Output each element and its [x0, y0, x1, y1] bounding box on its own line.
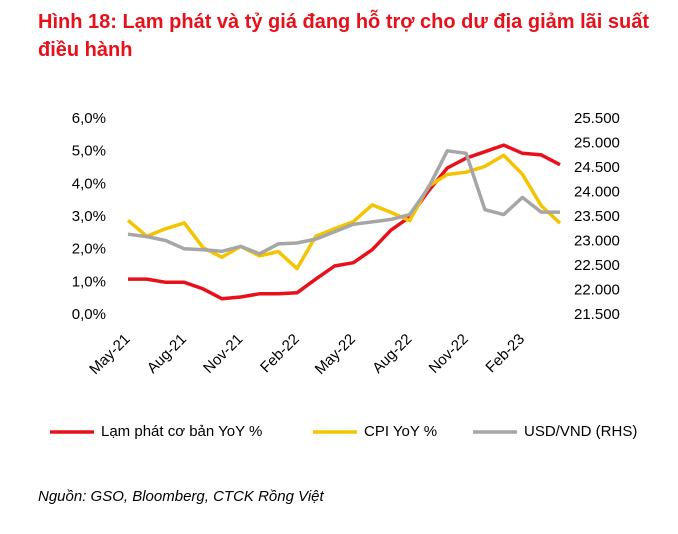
x-tick-label: Aug-22: [369, 331, 415, 377]
series-line: [128, 143, 561, 301]
x-tick-label: Aug-21: [144, 331, 190, 377]
y2-tick-label: 23.500: [574, 208, 620, 225]
x-tick-label: May-21: [86, 331, 133, 378]
chart: 0,0% 1,0% 2,0% 3,0% 4,0% 5,0% 6,0% 21.500 22.000…: [50, 110, 637, 440]
x-tick-label: Feb-23: [482, 331, 528, 377]
series-line: [127, 149, 560, 256]
source-note: Nguồn: GSO, Bloomberg, CTCK Rồng Việt: [38, 488, 324, 505]
y2-tick-label: 25.500: [574, 110, 620, 127]
y-tick-label: 4,0%: [72, 175, 106, 192]
x-tick-label: Nov-21: [200, 331, 246, 377]
chart-title: Hình 18: Lạm phát và tỷ giá đang hỗ trợ …: [38, 11, 650, 61]
x-tick-label: Feb-22: [257, 331, 303, 377]
legend-label: Lạm phát cơ bản YoY %: [101, 423, 262, 440]
x-tick-label: Nov-22: [426, 331, 472, 377]
y2-tick-label: 22.000: [574, 281, 620, 298]
y-tick-label: 0,0%: [72, 306, 106, 323]
y2-tick-label: 24.000: [574, 183, 620, 200]
y2-tick-label: 21.500: [574, 306, 620, 323]
y-tick-label: 5,0%: [72, 143, 106, 160]
y2-tick-label: 25.000: [574, 134, 620, 151]
x-tick-label: May-22: [312, 331, 359, 378]
y-tick-label: 2,0%: [72, 241, 106, 258]
legend-label: USD/VND (RHS): [524, 423, 637, 440]
y2-tick-label: 22.500: [574, 257, 620, 274]
series-line: [126, 153, 562, 271]
y-tick-label: 3,0%: [72, 208, 106, 225]
legend-label: CPI YoY %: [364, 423, 437, 440]
y-tick-label: 1,0%: [72, 273, 106, 290]
y2-tick-label: 23.000: [574, 232, 620, 249]
y2-tick-label: 24.500: [574, 159, 620, 176]
y-tick-label: 6,0%: [72, 110, 106, 127]
